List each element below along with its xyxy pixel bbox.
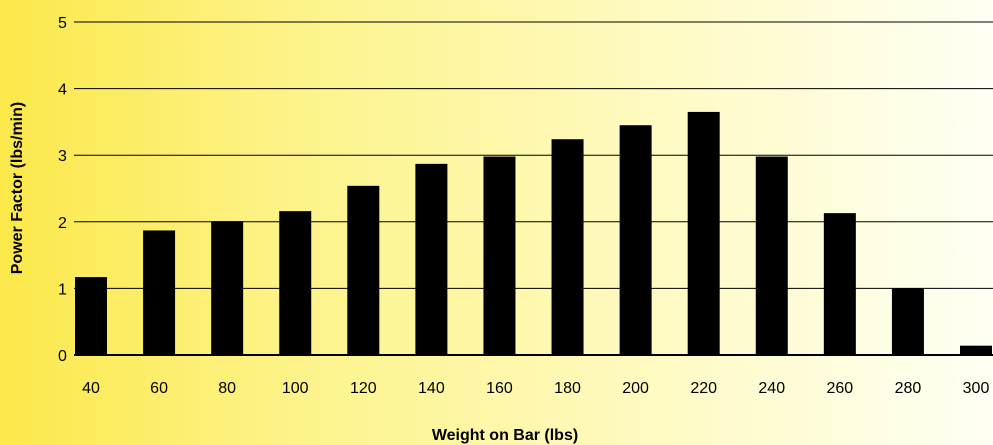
y-tick-label: 3 xyxy=(58,148,67,165)
x-tick-label: 120 xyxy=(350,380,377,397)
x-tick-labels: 40 60 80 100 120 140 160 180 200 220 240 260 280 300 xyxy=(82,380,989,397)
y-tick-labels: 0 1 2 3 4 5 xyxy=(58,15,67,365)
y-tick-label: 0 xyxy=(58,348,67,365)
y-tick-label: 4 xyxy=(58,82,67,99)
bar-40 xyxy=(75,277,107,355)
bar-280 xyxy=(891,288,924,355)
x-tick-label: 300 xyxy=(963,380,990,397)
x-tick-label: 80 xyxy=(218,380,236,397)
y-tick-label: 5 xyxy=(58,15,67,32)
y-axis-title: Power Factor (lbs/min) xyxy=(9,102,26,274)
x-axis-title: Weight on Bar (lbs) xyxy=(432,427,578,444)
bar-200 xyxy=(619,125,652,355)
bar-60 xyxy=(143,230,176,355)
x-tick-label: 280 xyxy=(895,380,922,397)
bar-140 xyxy=(415,163,448,355)
y-tick-label: 2 xyxy=(58,215,67,232)
bar-260 xyxy=(823,213,856,355)
x-tick-label: 160 xyxy=(486,380,513,397)
x-tick-label: 60 xyxy=(150,380,168,397)
bar-80 xyxy=(211,221,244,355)
bar-220 xyxy=(687,111,720,355)
bar-100 xyxy=(279,211,312,355)
x-tick-label: 100 xyxy=(282,380,309,397)
x-tick-label: 40 xyxy=(82,380,100,397)
bar-180 xyxy=(551,139,584,355)
x-tick-label: 220 xyxy=(690,380,717,397)
bars xyxy=(75,111,992,355)
bar-120 xyxy=(347,185,380,355)
bar-160 xyxy=(483,156,516,355)
y-tick-label: 1 xyxy=(58,281,67,298)
x-tick-label: 240 xyxy=(758,380,785,397)
x-tick-label: 200 xyxy=(622,380,649,397)
x-tick-label: 260 xyxy=(826,380,853,397)
x-tick-label: 140 xyxy=(418,380,445,397)
bar-240 xyxy=(755,156,788,355)
x-tick-label: 180 xyxy=(554,380,581,397)
bar-300 xyxy=(960,345,992,355)
